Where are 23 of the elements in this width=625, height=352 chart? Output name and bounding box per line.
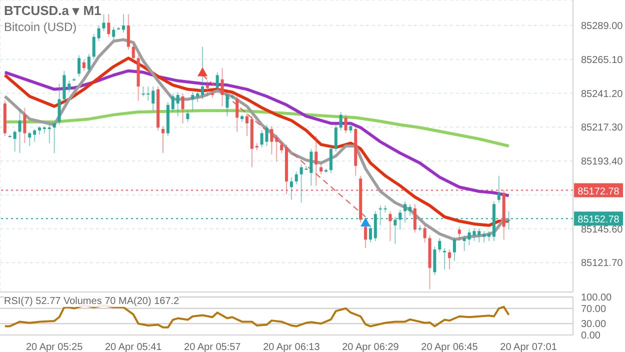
ref-line-label: 85172.78 — [578, 186, 620, 198]
y-tick-label: 85289.00 — [581, 21, 624, 32]
text: Bitcoin (USD) — [4, 20, 77, 34]
x-tick-label: 20 Apr 06:29 — [342, 342, 400, 352]
x-tick-label: 20 Apr 06:13 — [263, 342, 320, 352]
y-tick-label: 0.00 — [581, 330, 601, 342]
y-tick-label: 30.00 — [581, 319, 606, 330]
y-tick-label: 70.00 — [581, 304, 606, 315]
y-tick-label: 85217.30 — [581, 122, 624, 134]
chart-title: BTCUSD.a ▾ M1 — [4, 3, 102, 19]
y-tick-label: 85241.20 — [581, 88, 624, 100]
x-tick-label: 20 Apr 07:01 — [500, 342, 558, 352]
x-tick-label: 20 Apr 05:41 — [105, 342, 162, 352]
x-tick-label: 20 Apr 05:25 — [26, 342, 84, 352]
y-tick-label: 100.00 — [581, 292, 612, 304]
x-tick-label: 20 Apr 06:45 — [421, 342, 478, 352]
ref-line-label: 85152.78 — [578, 214, 620, 226]
y-tick-label: 85265.10 — [581, 54, 624, 66]
y-tick-label: 85193.40 — [581, 156, 624, 168]
x-tick-label: 20 Apr 05:57 — [184, 342, 242, 352]
y-tick-label: 85121.70 — [581, 258, 624, 270]
y-tick-label: 85145.60 — [581, 224, 624, 236]
chart-title: RSI(7) 52.77 Volumes 70 MA(20) 167.2 — [4, 296, 180, 307]
